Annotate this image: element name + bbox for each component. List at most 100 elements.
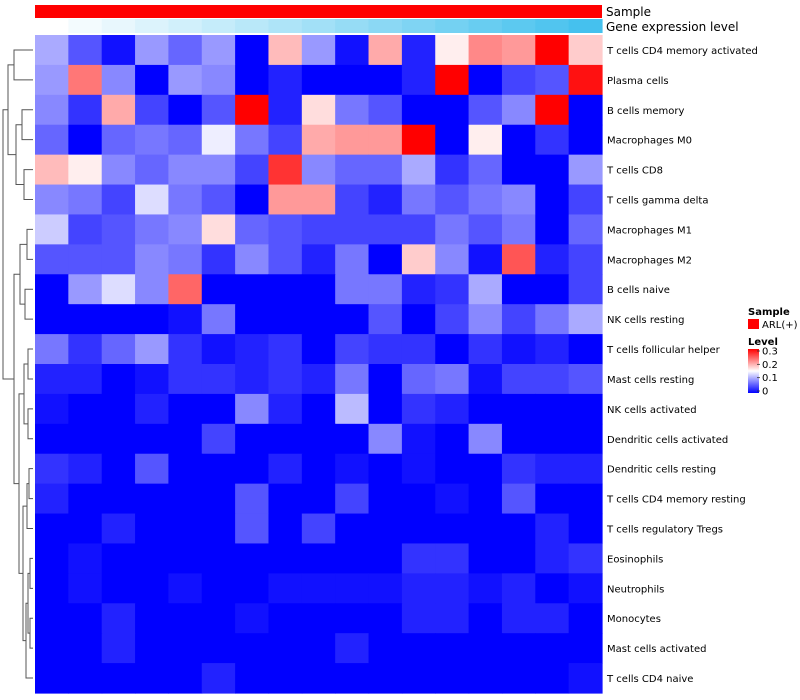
heatmap-cell xyxy=(235,64,270,96)
heatmap-cell xyxy=(101,304,136,335)
annotation-cell-gene-expression xyxy=(201,19,236,33)
heatmap-cell xyxy=(401,214,436,245)
heatmap-cell xyxy=(168,334,203,365)
heatmap-cell xyxy=(101,633,136,664)
dendrogram-branch xyxy=(19,243,27,305)
heatmap-cell xyxy=(468,35,503,66)
heatmap-cell xyxy=(101,35,136,66)
heatmap-cell xyxy=(535,64,570,96)
heatmap-cell xyxy=(201,364,236,395)
row-label: NK cells resting xyxy=(607,315,684,326)
heatmap-cell xyxy=(468,423,503,455)
heatmap-cell xyxy=(235,364,270,395)
heatmap-cell xyxy=(535,603,570,634)
heatmap-cell xyxy=(368,543,403,574)
heatmap-cell xyxy=(568,513,603,545)
dendrogram-branch xyxy=(13,49,33,81)
heatmap-cell xyxy=(335,244,370,275)
heatmap-cell xyxy=(35,35,69,66)
row-label: Dendritic cells activated xyxy=(607,435,728,446)
heatmap-cell xyxy=(101,244,136,275)
heatmap-cell xyxy=(568,274,603,305)
heatmap-cell xyxy=(201,184,236,216)
heatmap-cell xyxy=(535,154,570,186)
column-annotations xyxy=(35,5,603,33)
heatmap-cell xyxy=(235,453,270,485)
heatmap-cell xyxy=(168,64,203,96)
heatmap-cell xyxy=(535,513,570,545)
row-label: Macrophages M1 xyxy=(607,225,692,236)
heatmap-cell xyxy=(468,453,503,485)
heatmap-cell xyxy=(335,663,370,694)
heatmap-cell xyxy=(201,573,236,604)
heatmap-cell xyxy=(268,124,303,156)
heatmap-cell xyxy=(235,513,270,545)
heatmap-cell xyxy=(501,573,536,604)
heatmap-cell xyxy=(101,393,136,425)
heatmap-cell xyxy=(435,334,470,365)
heatmap-cell xyxy=(535,483,570,515)
heatmap-cell xyxy=(301,64,336,96)
heatmap-cell xyxy=(501,94,536,126)
heatmap-cell xyxy=(268,483,303,515)
heatmap-cell xyxy=(468,364,503,395)
heatmap-cell xyxy=(68,244,103,275)
heatmap-cell xyxy=(235,304,270,335)
heatmap-cell xyxy=(401,663,436,694)
heatmap-cell xyxy=(401,603,436,634)
heatmap-cell xyxy=(68,274,103,305)
heatmap-cell xyxy=(401,94,436,126)
heatmap-cell xyxy=(501,154,536,186)
heatmap-cell xyxy=(35,513,69,545)
heatmap-cell xyxy=(201,393,236,425)
heatmap-cell xyxy=(501,603,536,634)
legend-tick-label: 0.1 xyxy=(762,373,778,384)
heatmap-cell xyxy=(35,483,69,515)
heatmap-cell xyxy=(568,64,603,96)
heatmap-cell xyxy=(68,393,103,425)
heatmap-cell xyxy=(35,154,69,186)
heatmap-cell xyxy=(168,573,203,604)
annotation-cell-gene-expression xyxy=(335,19,370,33)
legend-level-colorbar xyxy=(748,349,759,393)
heatmap-cell xyxy=(301,543,336,574)
heatmap-cell xyxy=(201,154,236,186)
dendrogram-branch xyxy=(23,169,33,200)
heatmap-cell xyxy=(501,483,536,515)
heatmap-cell xyxy=(268,603,303,634)
heatmap-cell xyxy=(135,94,170,126)
heatmap-cell xyxy=(335,334,370,365)
heatmap-cell xyxy=(401,334,436,365)
heatmap-cell xyxy=(568,94,603,126)
heatmap-cell xyxy=(235,214,270,245)
legend-tick-label: 0 xyxy=(762,387,768,398)
heatmap-cell xyxy=(335,573,370,604)
heatmap-cell xyxy=(368,663,403,694)
heatmap-cell xyxy=(435,573,470,604)
heatmap-cell xyxy=(268,453,303,485)
heatmap-cell xyxy=(335,364,370,395)
heatmap-cell xyxy=(368,633,403,664)
heatmap-cell xyxy=(235,334,270,365)
heatmap-cell xyxy=(501,663,536,694)
heatmap-cell xyxy=(68,214,103,245)
heatmap-cell xyxy=(468,483,503,515)
annotation-cell-gene-expression xyxy=(501,19,536,33)
annotation-cell-gene-expression xyxy=(568,19,603,33)
heatmap-cell xyxy=(368,393,403,425)
row-label: T cells gamma delta xyxy=(606,196,708,207)
heatmap-cell xyxy=(435,603,470,634)
heatmap-cell xyxy=(568,35,603,66)
heatmap-cell xyxy=(401,154,436,186)
row-label: Eosinophils xyxy=(607,554,663,565)
heatmap-cell xyxy=(335,513,370,545)
heatmap-cell xyxy=(101,154,136,186)
legend-sample-entry: ARL(+) xyxy=(762,320,798,331)
heatmap-cell xyxy=(301,214,336,245)
heatmap-cell xyxy=(301,364,336,395)
heatmap-cell xyxy=(35,453,69,485)
heatmap-cell xyxy=(301,304,336,335)
heatmap-cell xyxy=(335,94,370,126)
heatmap-cell xyxy=(101,124,136,156)
